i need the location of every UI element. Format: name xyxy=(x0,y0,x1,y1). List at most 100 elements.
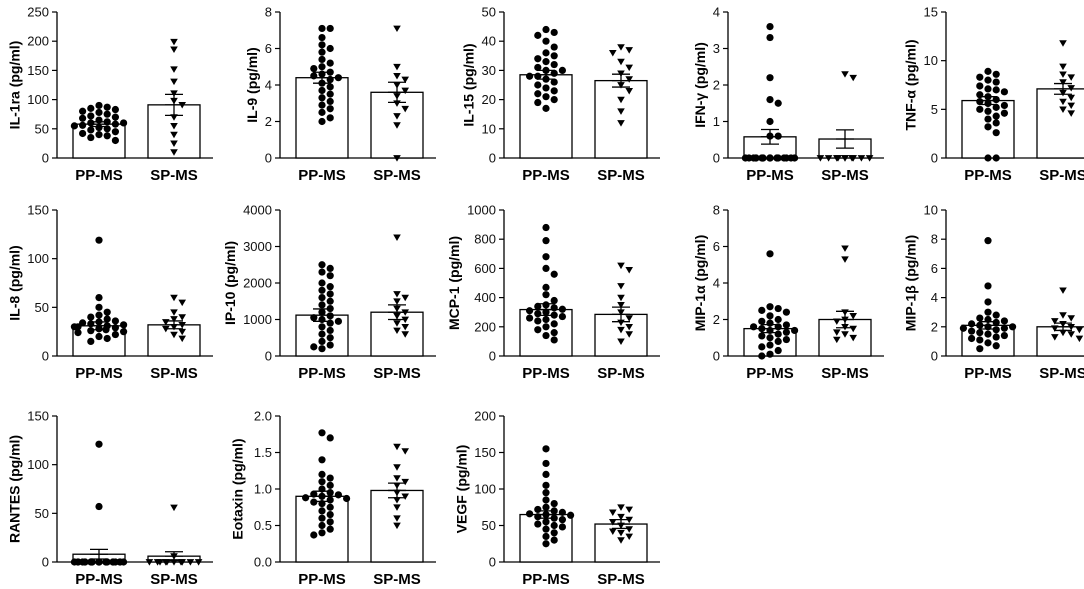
data-point-pp-ms xyxy=(326,510,334,519)
data-point-sp-ms xyxy=(625,516,633,524)
data-point-pp-ms xyxy=(984,237,992,245)
data-point-pp-ms xyxy=(759,154,767,162)
bar-sp-ms xyxy=(370,311,424,357)
data-point-pp-ms xyxy=(542,331,550,340)
data-point-pp-ms xyxy=(111,324,119,332)
data-point-sp-ms xyxy=(617,44,625,51)
data-point-sp-ms xyxy=(401,323,409,331)
data-point-pp-ms xyxy=(326,68,334,76)
data-point-sp-ms xyxy=(617,294,625,302)
data-point-pp-ms xyxy=(318,55,326,64)
data-point-pp-ms xyxy=(534,310,542,318)
data-point-pp-ms xyxy=(95,236,103,244)
category-label-pp-ms: PP-MS xyxy=(746,167,794,184)
y-tick-label: 0 xyxy=(931,151,938,166)
data-point-pp-ms xyxy=(976,314,984,322)
data-point-pp-ms xyxy=(79,121,87,129)
data-point-pp-ms xyxy=(534,317,542,325)
data-point-sp-ms xyxy=(865,155,874,162)
data-point-pp-ms xyxy=(95,108,103,117)
data-point-pp-ms xyxy=(318,323,326,331)
data-point-pp-ms xyxy=(766,341,774,349)
data-point-sp-ms xyxy=(186,559,195,566)
data-point-pp-ms xyxy=(103,315,111,323)
data-point-pp-ms xyxy=(542,66,550,74)
data-point-sp-ms xyxy=(834,155,842,162)
y-tick-label: 6 xyxy=(931,261,938,276)
data-point-pp-ms xyxy=(774,337,782,345)
data-point-pp-ms xyxy=(766,319,774,327)
data-point-pp-ms xyxy=(750,323,758,331)
y-tick-label: 0 xyxy=(713,349,720,364)
data-point-sp-ms xyxy=(170,553,178,560)
data-point-pp-ms xyxy=(542,237,550,245)
y-axis-title: IFN-γ (pg/ml) xyxy=(692,42,708,128)
data-point-pp-ms xyxy=(558,66,567,74)
category-label-pp-ms: PP-MS xyxy=(75,365,123,382)
data-point-sp-ms xyxy=(1059,321,1067,328)
data-point-sp-ms xyxy=(1059,40,1067,47)
data-point-pp-ms xyxy=(103,334,111,343)
data-point-sp-ms xyxy=(617,537,625,544)
data-point-pp-ms xyxy=(992,318,1000,327)
data-point-pp-ms xyxy=(534,302,542,310)
data-point-pp-ms xyxy=(326,481,334,489)
data-point-pp-ms xyxy=(318,41,326,49)
data-point-pp-ms xyxy=(310,64,318,73)
y-axis-title: IP-10 (pg/ml) xyxy=(222,241,238,325)
data-point-pp-ms xyxy=(318,529,326,537)
data-point-pp-ms xyxy=(95,558,103,566)
category-label-sp-ms: SP-MS xyxy=(597,571,645,588)
data-point-pp-ms xyxy=(567,511,575,519)
data-point-pp-ms xyxy=(326,341,334,349)
data-point-sp-ms xyxy=(609,528,617,535)
data-point-pp-ms xyxy=(542,223,550,232)
data-point-pp-ms xyxy=(766,312,774,320)
data-point-sp-ms xyxy=(1059,71,1067,78)
data-point-sp-ms xyxy=(841,245,849,252)
data-point-pp-ms xyxy=(550,514,558,522)
data-point-pp-ms xyxy=(326,24,334,33)
data-point-pp-ms xyxy=(558,508,567,516)
data-point-pp-ms xyxy=(326,312,334,320)
data-point-pp-ms xyxy=(534,63,542,72)
data-point-pp-ms xyxy=(1000,109,1009,117)
data-point-pp-ms xyxy=(550,296,558,305)
data-point-pp-ms xyxy=(326,319,334,327)
data-point-pp-ms xyxy=(318,101,326,109)
data-point-pp-ms xyxy=(326,489,334,497)
data-point-pp-ms xyxy=(1000,88,1009,96)
category-label-sp-ms: SP-MS xyxy=(597,365,645,382)
data-point-sp-ms xyxy=(393,305,401,313)
data-point-pp-ms xyxy=(318,456,326,464)
data-point-pp-ms xyxy=(326,90,334,98)
data-point-pp-ms xyxy=(95,294,103,302)
data-point-sp-ms xyxy=(841,323,849,331)
category-label-pp-ms: PP-MS xyxy=(964,167,1012,184)
data-point-pp-ms xyxy=(542,58,550,66)
y-tick-label: 100 xyxy=(27,457,49,472)
y-tick-label: 10 xyxy=(924,203,938,218)
data-point-sp-ms xyxy=(401,478,409,486)
data-point-pp-ms xyxy=(79,114,87,122)
data-point-pp-ms xyxy=(542,459,550,468)
y-tick-label: 150 xyxy=(27,63,49,78)
data-point-pp-ms xyxy=(992,119,1000,127)
data-point-pp-ms xyxy=(766,117,774,126)
y-axis-title: MIP-1α (pg/ml) xyxy=(692,235,708,332)
data-point-pp-ms xyxy=(542,315,550,324)
data-point-sp-ms xyxy=(393,504,401,511)
data-point-pp-ms xyxy=(318,261,326,269)
data-point-pp-ms xyxy=(774,304,782,313)
y-tick-label: 20 xyxy=(482,92,496,107)
data-point-pp-ms xyxy=(95,101,103,110)
data-point-sp-ms xyxy=(401,316,409,324)
data-point-pp-ms xyxy=(550,96,558,104)
data-point-pp-ms xyxy=(542,308,550,316)
data-point-sp-ms xyxy=(393,73,401,80)
